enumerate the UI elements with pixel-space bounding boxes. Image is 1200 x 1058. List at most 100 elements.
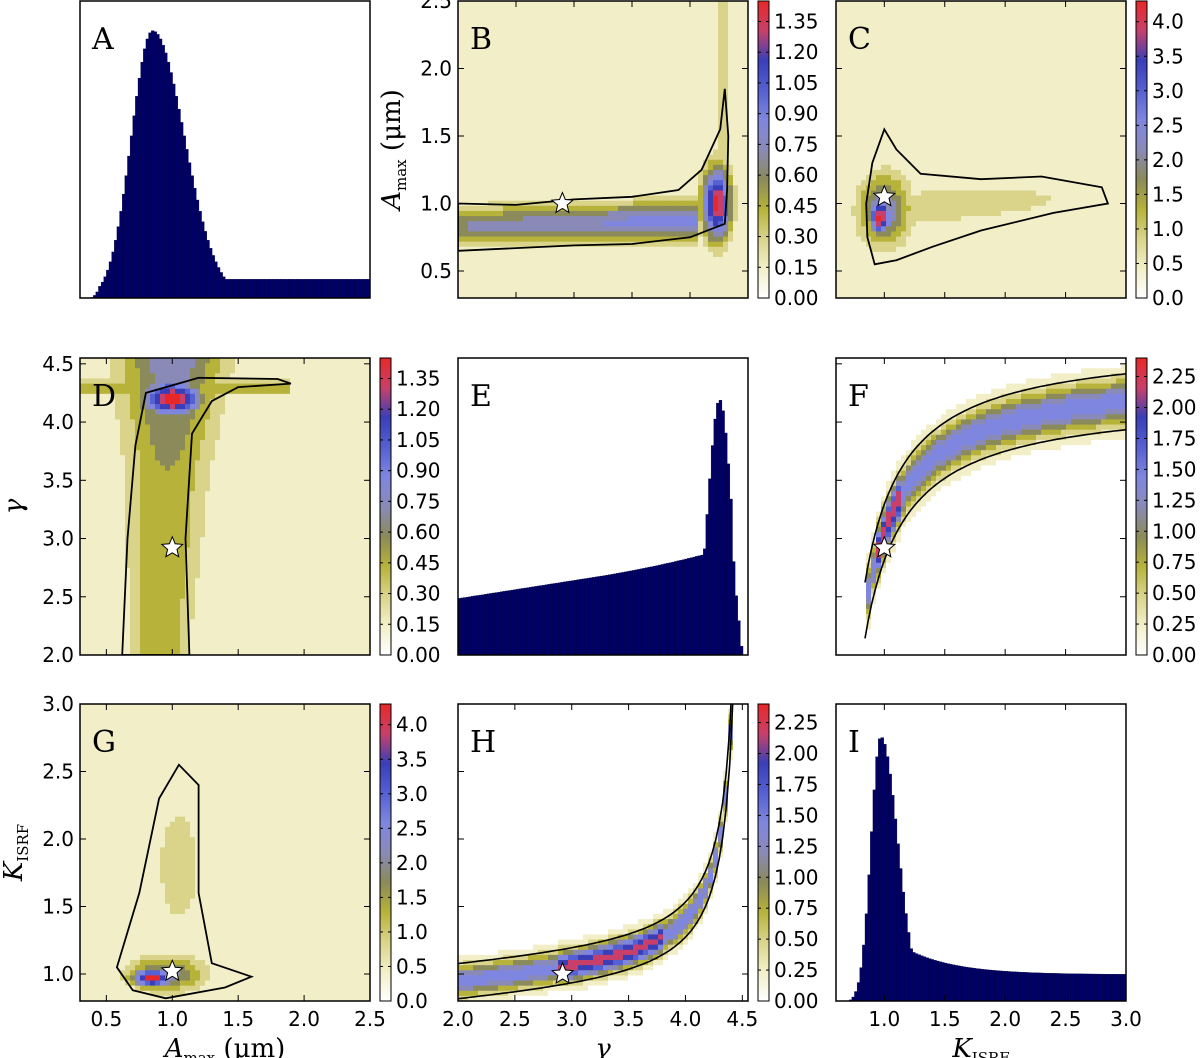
heatmap-cell (1041, 47, 1047, 53)
heatmap-cell (683, 11, 689, 17)
heatmap-cell (613, 62, 619, 68)
heatmap-cell (513, 6, 519, 12)
heatmap-cell (658, 185, 664, 191)
heatmap-cell (538, 41, 544, 48)
heatmap-cell (698, 26, 704, 33)
heatmap-cell (1051, 62, 1057, 68)
heatmap-cell (723, 272, 729, 278)
heatmap-cell (473, 21, 479, 27)
heatmap-cell (713, 139, 719, 145)
heatmap-cell (583, 251, 589, 258)
heatmap-cell (693, 103, 699, 109)
heatmap-cell (673, 144, 679, 150)
heatmap-cell (861, 88, 867, 94)
heatmap-cell (733, 103, 739, 109)
heatmap-cell (658, 16, 664, 22)
heatmap-cell (653, 236, 659, 243)
heatmap-cell (743, 267, 748, 273)
heatmap-cell (996, 77, 1002, 84)
heatmap-cell (623, 164, 629, 171)
heatmap-cell (608, 180, 614, 186)
heatmap-cell (473, 88, 479, 94)
heatmap-cell (926, 103, 932, 109)
heatmap-cell (608, 169, 614, 176)
heatmap-cell (733, 62, 739, 68)
heatmap-cell (1006, 26, 1012, 33)
heatmap-cell (508, 180, 514, 186)
heatmap-cell (568, 216, 574, 222)
heatmap-cell (881, 82, 887, 89)
heatmap-cell (1076, 52, 1082, 58)
heatmap-cell (976, 72, 982, 79)
heatmap-cell (723, 277, 729, 284)
heatmap-cell (558, 62, 564, 68)
heatmap-cell (926, 21, 932, 27)
heatmap-cell (618, 159, 624, 166)
heatmap-cell (698, 200, 704, 207)
heatmap-cell (648, 36, 654, 43)
heatmap-cell (583, 180, 589, 186)
heatmap-cell (871, 26, 877, 33)
heatmap-cell (578, 210, 584, 217)
heatmap-cell (723, 72, 729, 79)
heatmap-cell (708, 123, 714, 130)
heatmap-cell (901, 77, 907, 84)
heatmap-cell (558, 241, 564, 248)
heatmap-cell (951, 11, 957, 17)
heatmap-cell (603, 200, 609, 207)
heatmap-cell (563, 26, 569, 33)
heatmap-cell (713, 226, 719, 232)
heatmap-cell (876, 123, 882, 130)
heatmap-cell (981, 98, 987, 104)
heatmap-cell (488, 159, 494, 166)
heatmap-cell (548, 195, 554, 202)
heatmap-cell (678, 257, 684, 263)
heatmap-cell (593, 26, 599, 33)
heatmap-cell (583, 88, 589, 94)
heatmap-cell (673, 287, 679, 294)
heatmap-cell (713, 88, 719, 94)
heatmap-cell (981, 118, 987, 125)
heatmap-cell (513, 164, 519, 171)
heatmap-cell (638, 216, 644, 222)
heatmap-cell (668, 57, 674, 63)
heatmap-cell (463, 11, 469, 17)
heatmap-cell (841, 67, 847, 74)
heatmap-cell (986, 103, 992, 109)
heatmap-cell (643, 149, 649, 156)
heatmap-cell (513, 77, 519, 84)
heatmap-cell (718, 175, 724, 181)
heatmap-cell (573, 262, 579, 268)
heatmap-cell (458, 272, 464, 278)
heatmap-cell (588, 257, 594, 263)
heatmap-cell (693, 11, 699, 17)
heatmap-cell (673, 47, 679, 53)
heatmap-cell (563, 36, 569, 43)
heatmap-cell (653, 108, 659, 115)
heatmap-cell (866, 118, 872, 125)
heatmap-cell (638, 185, 644, 191)
heatmap-cell (598, 236, 604, 243)
heatmap-cell (1106, 36, 1112, 43)
heatmap-cell (503, 88, 509, 94)
heatmap-cell (598, 67, 604, 74)
heatmap-cell (633, 31, 639, 38)
heatmap-cell (548, 246, 554, 253)
heatmap-cell (1086, 21, 1092, 27)
heatmap-cell (936, 52, 942, 58)
heatmap-cell (458, 82, 464, 89)
heatmap-cell (1071, 47, 1077, 53)
heatmap-cell (1086, 62, 1092, 68)
heatmap-cell (991, 113, 997, 120)
heatmap-cell (976, 67, 982, 74)
heatmap-cell (841, 118, 847, 125)
heatmap-cell (558, 134, 564, 140)
heatmap-cell (738, 31, 744, 38)
heatmap-cell (603, 123, 609, 130)
heatmap-cell (1056, 47, 1062, 53)
heatmap-cell (598, 123, 604, 130)
heatmap-cell (563, 175, 569, 181)
heatmap-cell (986, 41, 992, 48)
heatmap-cell (573, 134, 579, 140)
heatmap-cell (613, 144, 619, 150)
